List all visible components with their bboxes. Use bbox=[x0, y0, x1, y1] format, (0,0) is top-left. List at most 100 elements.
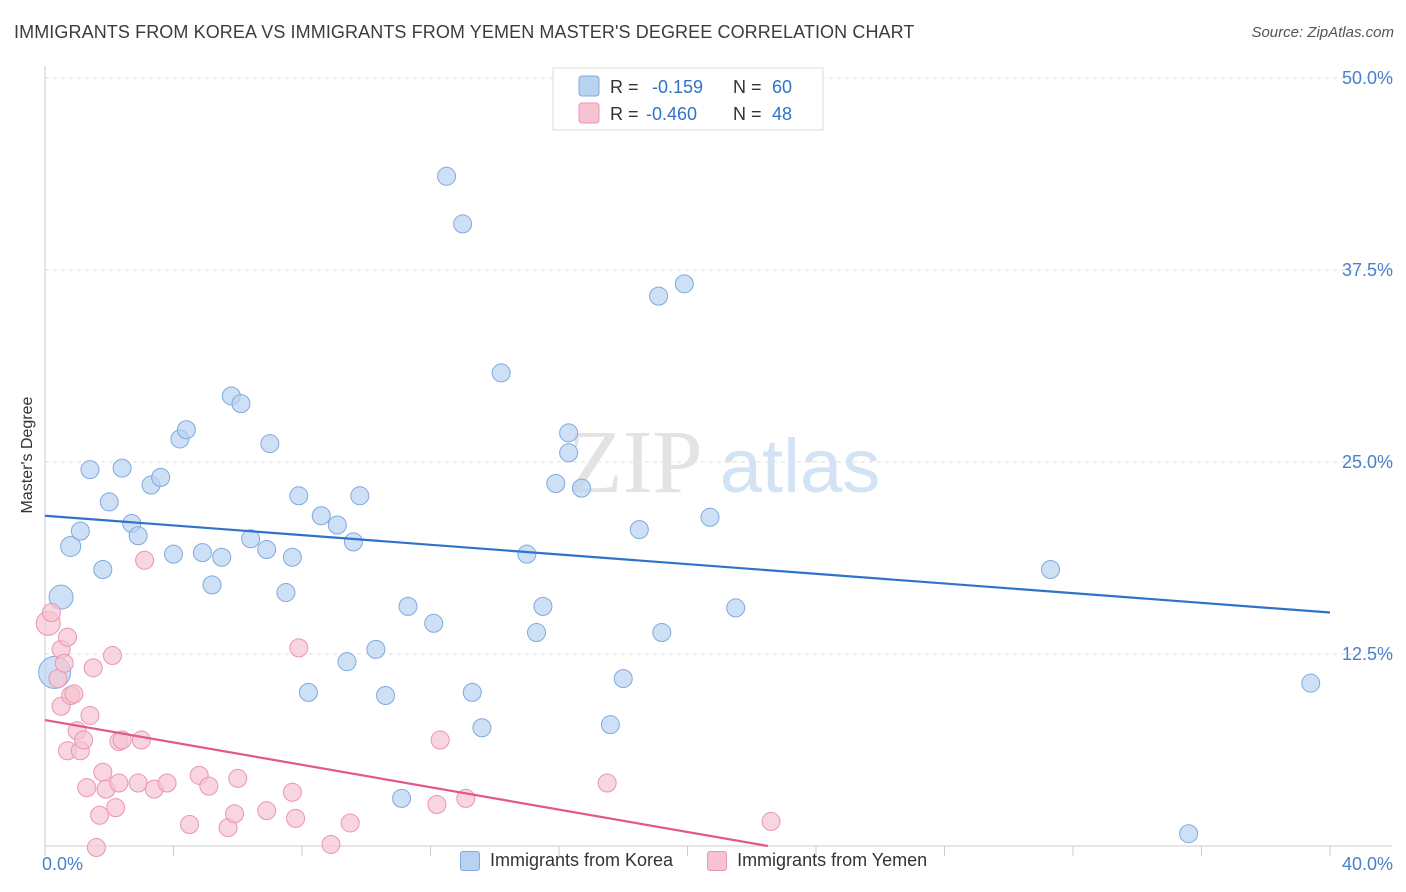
korea-point-21 bbox=[257, 540, 277, 560]
yemen-point-42 bbox=[430, 730, 450, 750]
stats-legend: R = -0.159 N = 60 R = -0.460 N = 48 bbox=[552, 67, 824, 131]
yemen-point-34 bbox=[225, 804, 245, 824]
chart-title: IMMIGRANTS FROM KOREA VS IMMIGRANTS FROM… bbox=[14, 22, 915, 42]
yemen-point-21 bbox=[106, 798, 126, 818]
legend-item-yemen[interactable]: Immigrants from Yemen bbox=[707, 850, 927, 871]
korea-point-58 bbox=[1179, 824, 1199, 844]
yemen-point-35 bbox=[228, 768, 248, 788]
korea-point-52 bbox=[652, 622, 672, 642]
yemen-point-40 bbox=[321, 834, 341, 854]
legend-korea-swatch bbox=[578, 75, 600, 97]
korea-point-45 bbox=[546, 474, 566, 494]
korea-point-28 bbox=[327, 515, 347, 535]
legend-item-korea[interactable]: Immigrants from Korea bbox=[460, 850, 673, 871]
korea-point-17 bbox=[212, 547, 232, 567]
y-tick-labels: 12.5% 25.0% 37.5% 50.0% bbox=[1342, 68, 1393, 664]
korea-point-16 bbox=[202, 575, 222, 595]
korea-point-2 bbox=[60, 535, 82, 557]
legend-yemen-r-value: -0.460 bbox=[646, 104, 697, 124]
yemen-point-14 bbox=[80, 705, 100, 725]
legend-korea-n-label: N = bbox=[733, 77, 762, 97]
korea-point-43 bbox=[527, 622, 547, 642]
yemen-point-41 bbox=[340, 813, 360, 833]
legend-yemen-swatch bbox=[578, 102, 600, 124]
korea-point-33 bbox=[376, 685, 396, 705]
yemen-point-23 bbox=[109, 773, 129, 793]
yemen-point-39 bbox=[289, 638, 309, 658]
y-tick-label-1: 25.0% bbox=[1342, 452, 1393, 472]
gridlines bbox=[45, 77, 1392, 655]
legend-yemen-n-label: N = bbox=[733, 104, 762, 124]
korea-point-37 bbox=[437, 166, 457, 186]
korea-point-55 bbox=[700, 507, 720, 527]
korea-point-22 bbox=[260, 434, 280, 454]
legend-yemen-n-value: 48 bbox=[772, 104, 792, 124]
yemen-point-43 bbox=[427, 795, 447, 815]
x-tick-label-1: 40.0% bbox=[1342, 854, 1393, 874]
korea-point-46 bbox=[559, 423, 579, 443]
legend-yemen-label: Immigrants from Yemen bbox=[737, 850, 928, 870]
korea-point-42 bbox=[517, 544, 537, 564]
yemen-point-18 bbox=[93, 762, 113, 782]
legend-yemen-bottom-swatch bbox=[707, 850, 728, 871]
korea-point-26 bbox=[298, 682, 318, 702]
yemen-point-27 bbox=[135, 550, 155, 570]
korea-point-1 bbox=[48, 584, 74, 610]
legend-korea-r-value: -0.159 bbox=[652, 77, 703, 97]
x-tick-labels: 0.0% 40.0% bbox=[42, 854, 1393, 874]
korea-point-6 bbox=[99, 492, 119, 512]
x-tick-label-0: 0.0% bbox=[42, 854, 83, 874]
korea-point-27 bbox=[311, 506, 331, 526]
korea-point-44 bbox=[533, 596, 553, 616]
yemen-point-12 bbox=[74, 730, 94, 750]
korea-point-25 bbox=[289, 486, 309, 506]
korea-point-11 bbox=[151, 467, 171, 487]
yemen-point-37 bbox=[282, 782, 302, 802]
yemen-point-38 bbox=[286, 808, 306, 828]
trend-lines bbox=[44, 514, 1331, 848]
legend-yemen-r-label: R = bbox=[610, 104, 639, 124]
watermark-atlas: atlas bbox=[720, 424, 881, 509]
yemen-point-20 bbox=[102, 646, 122, 666]
korea-point-24 bbox=[282, 547, 302, 567]
korea-point-14 bbox=[176, 420, 196, 440]
y-tick-label-2: 37.5% bbox=[1342, 260, 1393, 280]
korea-point-15 bbox=[192, 543, 212, 563]
legend-korea-bottom-swatch bbox=[460, 850, 480, 871]
korea-point-59 bbox=[1301, 673, 1321, 693]
yemen-point-13 bbox=[77, 778, 97, 798]
korea-point-40 bbox=[472, 718, 492, 738]
yemen-point-15 bbox=[83, 658, 103, 678]
korea-point-35 bbox=[398, 596, 418, 616]
korea-point-50 bbox=[613, 669, 633, 689]
korea-point-7 bbox=[112, 458, 132, 478]
korea-point-31 bbox=[350, 486, 370, 506]
source-label: Source: ZipAtlas.com bbox=[1251, 24, 1394, 41]
korea-point-23 bbox=[276, 583, 296, 603]
korea-point-32 bbox=[366, 639, 386, 659]
yemen-point-45 bbox=[597, 773, 617, 793]
yemen-point-24 bbox=[112, 730, 132, 750]
legend-korea-r-label: R = bbox=[610, 77, 639, 97]
korea-point-20 bbox=[241, 529, 261, 549]
yemen-point-26 bbox=[131, 730, 151, 750]
yemen-point-36 bbox=[257, 801, 277, 821]
korea-point-4 bbox=[80, 460, 100, 480]
korea-point-38 bbox=[453, 214, 473, 234]
korea-point-29 bbox=[337, 652, 357, 672]
korea-point-48 bbox=[571, 478, 591, 498]
yemen-trend-line bbox=[44, 718, 769, 848]
yemen-point-5 bbox=[54, 653, 74, 673]
korea-point-9 bbox=[128, 526, 148, 546]
y-tick-label-0: 12.5% bbox=[1342, 644, 1393, 664]
korea-point-51 bbox=[629, 520, 649, 540]
legend-korea-n-value: 60 bbox=[772, 77, 792, 97]
series-legend: Immigrants from Korea Immigrants from Ye… bbox=[460, 850, 961, 871]
yemen-point-7 bbox=[57, 627, 77, 647]
yemen-point-1 bbox=[41, 603, 61, 623]
korea-point-56 bbox=[726, 598, 746, 618]
y-tick-label-3: 50.0% bbox=[1342, 68, 1393, 88]
yemen-point-29 bbox=[157, 773, 177, 793]
axes bbox=[44, 66, 1392, 856]
